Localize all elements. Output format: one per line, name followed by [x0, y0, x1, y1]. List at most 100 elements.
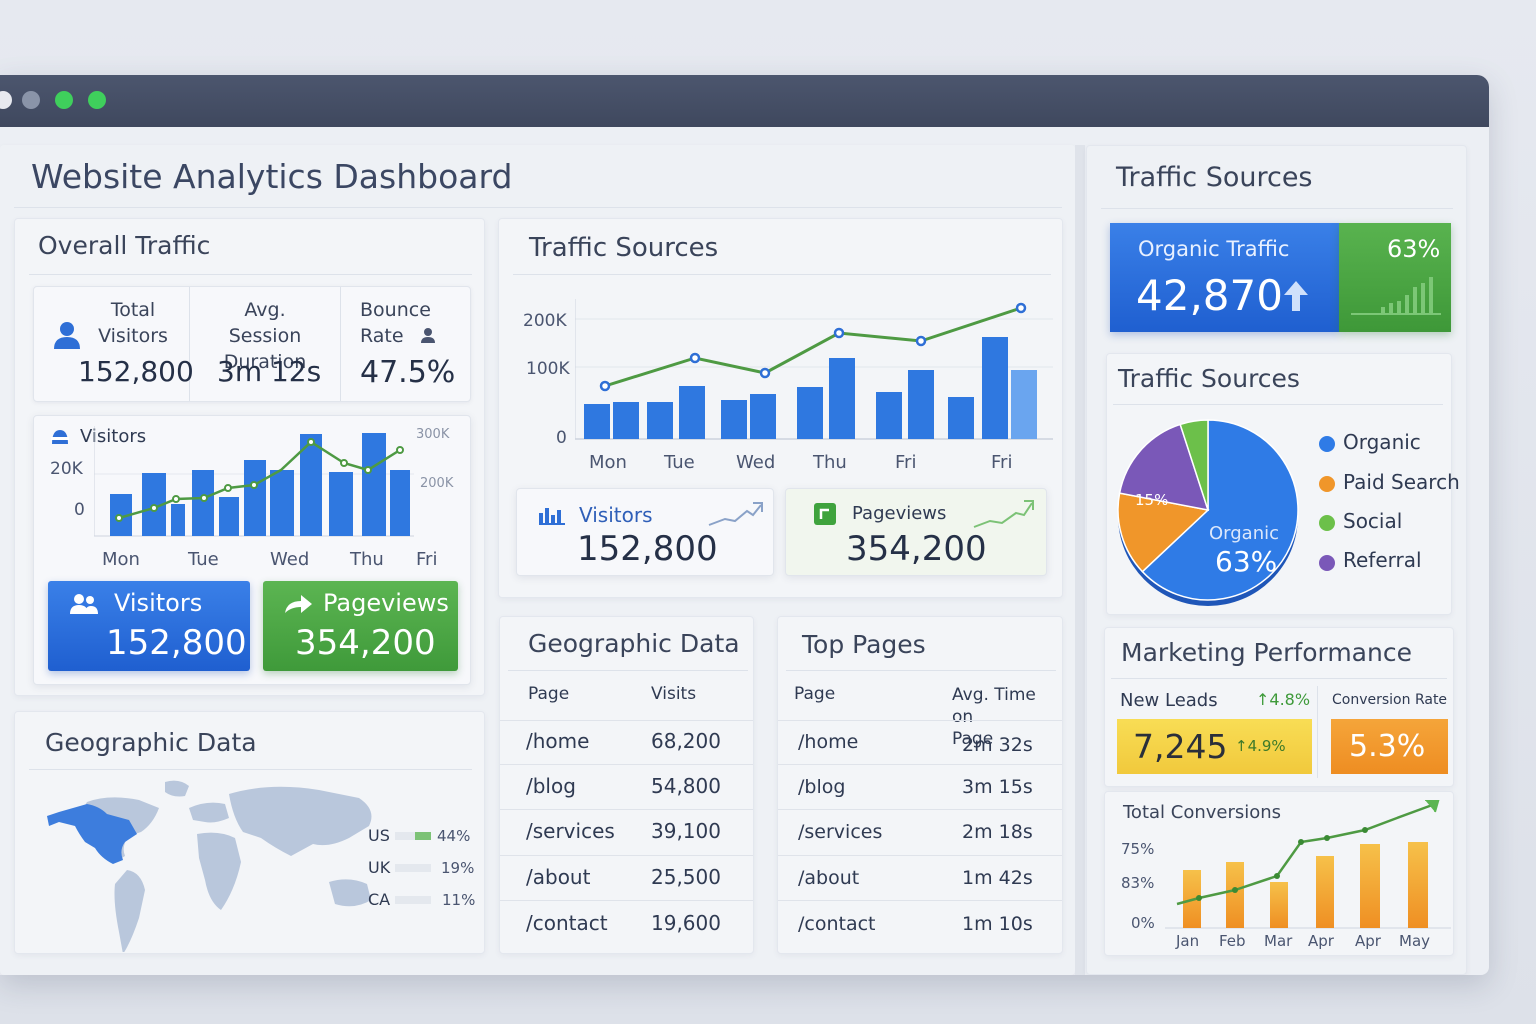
maximize-window-button[interactable]	[55, 91, 73, 109]
mini-right-tick-300k: 300K	[416, 427, 450, 442]
conversions-chart	[1165, 800, 1451, 929]
y-tick-0: 0	[556, 428, 567, 448]
geo-map-panel: Geographic Data US UK CA 44% 19% 11%	[14, 711, 485, 954]
overall-traffic-title: Overall Traffic	[38, 231, 211, 260]
pie-chart	[1117, 419, 1299, 606]
geo-country-us: US	[368, 826, 390, 845]
user-icon	[54, 322, 80, 349]
bar	[584, 404, 610, 439]
bar	[1011, 370, 1037, 439]
top-page-row-path[interactable]: /blog	[798, 776, 846, 798]
pie-title: Traffic Sources	[1118, 364, 1300, 393]
legend-dot-referral	[1319, 555, 1335, 571]
conversions-panel: Total Conversions 75% 83% 0% Jan Feb	[1104, 791, 1454, 956]
conv-x-feb: Feb	[1219, 932, 1246, 950]
geo-country-uk: UK	[368, 858, 391, 877]
legend-social: Social	[1343, 509, 1403, 533]
conv-line-point	[1196, 895, 1202, 901]
top-page-row-time: 3m 15s	[962, 776, 1033, 798]
organic-traffic-tile[interactable]: Organic Traffic 42,870	[1110, 223, 1339, 332]
mini-line-point	[200, 494, 208, 502]
geo-row-page[interactable]: /home	[526, 729, 590, 753]
overall-traffic-panel: Overall Traffic Total Visitors 152,800 A…	[14, 218, 485, 696]
conv-y-tick-75: 75%	[1121, 840, 1155, 858]
new-leads-sub-delta: ↑4.9%	[1235, 737, 1286, 755]
mini-line-point	[250, 481, 258, 489]
legend-dot-paid	[1319, 476, 1335, 492]
geo-table-panel: Geographic Data Page Visits /home 68,200…	[499, 616, 754, 954]
x-fri: Fri	[895, 452, 917, 473]
bounce-rate-label: Bounce Rate	[360, 299, 431, 347]
visitors-card-label: Visitors	[579, 503, 653, 527]
avg-session-label: Avg. Session Duration	[223, 299, 307, 373]
conv-x-apr: Apr	[1308, 932, 1334, 950]
mini-right-tick-200k: 200K	[420, 476, 454, 491]
new-leads-tile[interactable]: 7,245 ↑4.9%	[1117, 719, 1312, 774]
top-page-row-path[interactable]: /about	[798, 867, 860, 889]
conv-line-point	[1362, 827, 1368, 833]
bar	[982, 337, 1008, 439]
geo-row-page[interactable]: /contact	[526, 911, 608, 935]
pageviews-tile[interactable]: Pageviews 354,200	[263, 581, 458, 671]
bar	[721, 400, 747, 439]
bar	[679, 386, 705, 439]
pageviews-tile-value: 354,200	[295, 623, 436, 663]
top-page-row-path[interactable]: /contact	[798, 913, 876, 935]
top-page-row-time: 1m 42s	[962, 867, 1033, 889]
conv-x-mar: Mar	[1264, 932, 1293, 950]
new-leads-sub-delta-value: 4.9%	[1247, 737, 1286, 755]
mini-bar	[362, 433, 386, 536]
visitors-tile-label: Visitors	[114, 589, 203, 617]
mini-chart-legend: Visitors	[80, 426, 147, 447]
marketing-title: Marketing Performance	[1121, 638, 1412, 667]
trend-up-icon	[708, 502, 763, 526]
close-window-button[interactable]	[0, 91, 12, 109]
geo-country-ca: CA	[368, 890, 391, 909]
geo-row-page[interactable]: /services	[526, 819, 615, 843]
geo-share-bar-us	[395, 832, 431, 840]
conversion-rate-tile[interactable]: 5.3%	[1331, 719, 1448, 774]
traffic-line-series	[604, 306, 1022, 388]
bar	[876, 392, 902, 439]
top-page-row-path[interactable]: /services	[798, 821, 883, 843]
top-pages-title: Top Pages	[802, 630, 926, 659]
traffic-sources-panel: Traffic Sources 200K 100K 0	[498, 218, 1063, 598]
legend-referral: Referral	[1343, 548, 1422, 572]
conv-line-series	[1176, 802, 1436, 906]
pageviews-card[interactable]: Pageviews 354,200	[785, 488, 1047, 576]
mini-bar	[219, 497, 239, 536]
traffic-sources-title: Traffic Sources	[529, 233, 719, 263]
traffic-bar-line-chart	[575, 299, 1053, 440]
right-column: Traffic Sources Organic Traffic 42,870 6…	[1086, 145, 1467, 975]
legend-organic: Organic	[1343, 430, 1421, 454]
conv-bar	[1360, 844, 1380, 928]
mini-bar	[192, 470, 214, 536]
geo-row-page[interactable]: /blog	[526, 774, 576, 798]
geo-row-page[interactable]: /about	[526, 865, 591, 889]
visitors-tile[interactable]: Visitors 152,800	[48, 581, 250, 671]
window-titlebar	[0, 75, 1489, 127]
visitors-card[interactable]: Visitors 152,800	[516, 488, 774, 576]
bar	[613, 402, 639, 439]
geo-row-visits: 39,100	[651, 819, 721, 843]
person-icon	[421, 328, 435, 343]
traffic-line-point	[1015, 302, 1027, 314]
pie-slice-paid-search	[1117, 492, 1210, 573]
conv-bar	[1270, 882, 1288, 928]
right-traffic-title: Traffic Sources	[1116, 162, 1313, 193]
geo-row-visits: 54,800	[651, 774, 721, 798]
share-arrow-icon	[285, 595, 312, 613]
visitors-tile-value: 152,800	[106, 623, 247, 663]
mini-line-point	[150, 504, 158, 512]
minimize-window-button[interactable]	[22, 91, 40, 109]
top-page-row-path[interactable]: /home	[798, 731, 859, 753]
fullscreen-window-button[interactable]	[88, 91, 106, 109]
traffic-line-point	[759, 367, 771, 379]
conversion-rate-label: Conversion Rate	[1332, 692, 1448, 708]
y-tick-200k: 200K	[523, 311, 567, 331]
conversions-title: Total Conversions	[1123, 802, 1282, 823]
geo-map-title: Geographic Data	[45, 728, 257, 757]
pie-label-organic-name: Organic	[1209, 523, 1280, 544]
mini-line-point	[115, 514, 123, 522]
traffic-line-point	[833, 327, 845, 339]
